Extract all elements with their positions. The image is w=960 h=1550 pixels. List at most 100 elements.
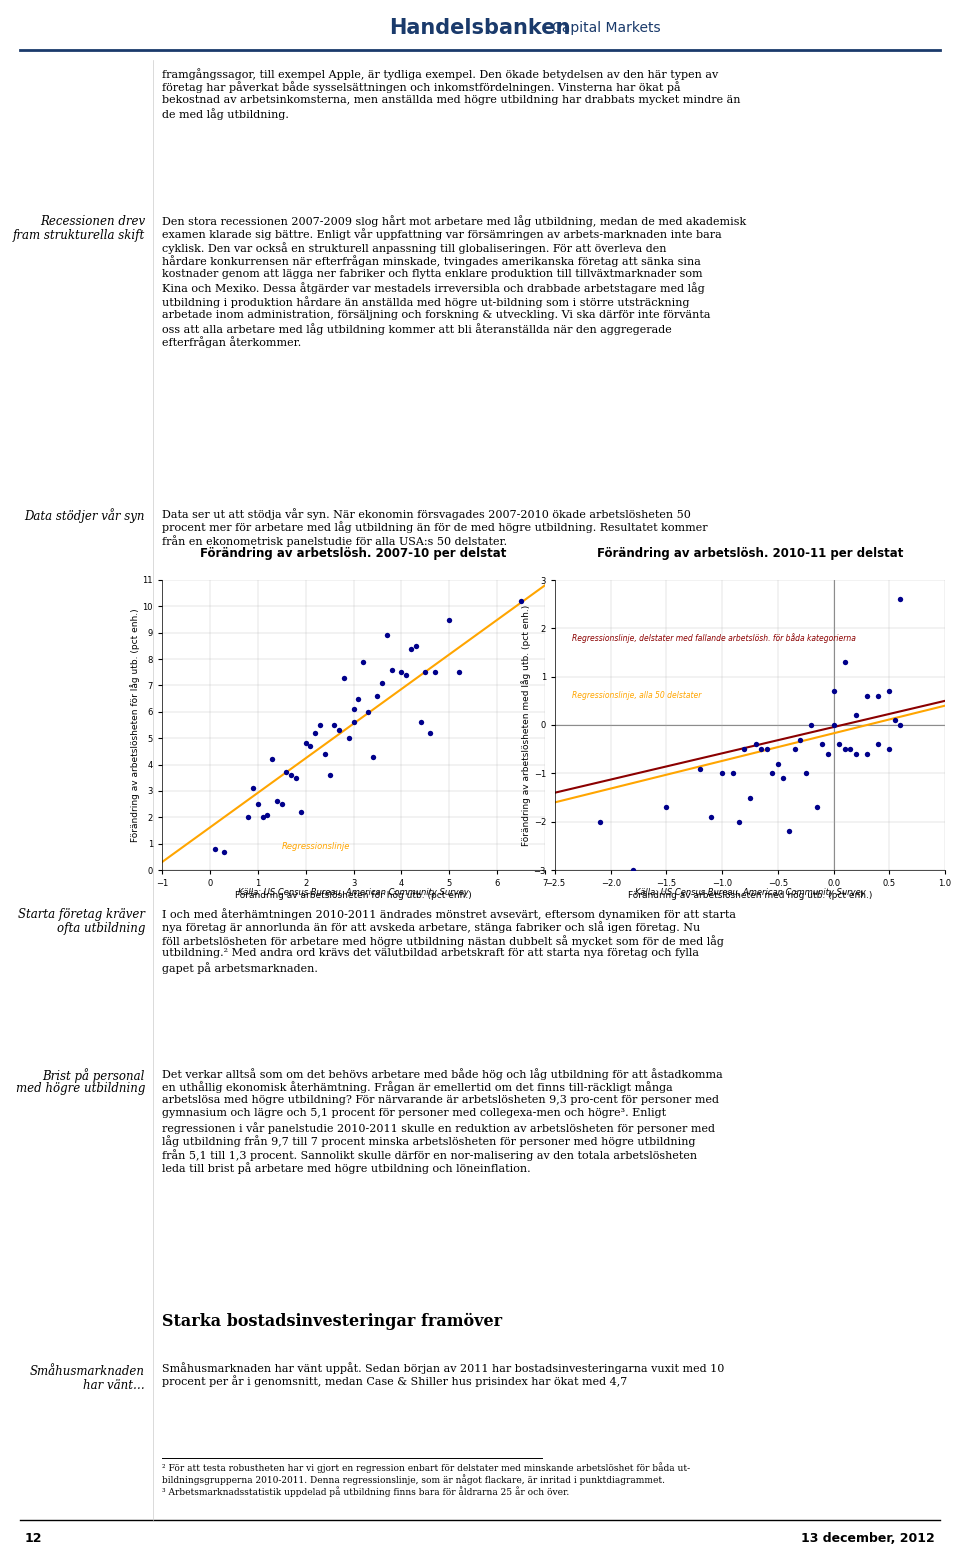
Point <box>881 736 897 761</box>
Text: ² För att testa robustheten har vi gjort en regression enbart för delstater med : ² För att testa robustheten har vi gjort… <box>162 1462 690 1472</box>
Text: Handelsbanken: Handelsbanken <box>390 19 570 39</box>
Point <box>714 761 730 786</box>
Text: utbildning.² Med andra ord krävs det välutbildad arbetskraft för att starta nya : utbildning.² Med andra ord krävs det väl… <box>162 949 699 958</box>
Text: framgångssagor, till exempel Apple, är tydliga exempel. Den ökade betydelsen av : framgångssagor, till exempel Apple, är t… <box>162 68 718 81</box>
Point <box>837 649 852 674</box>
Text: kostnader genom att lägga ner fabriker och flytta enklare produktion till tillvä: kostnader genom att lägga ner fabriker o… <box>162 270 703 279</box>
Point <box>809 795 825 820</box>
Point <box>322 763 337 787</box>
Point <box>871 732 886 756</box>
Point <box>893 587 908 612</box>
Text: examen klarade sig bättre. Enligt vår uppfattning var försämringen av arbets-mar: examen klarade sig bättre. Enligt vår up… <box>162 228 722 240</box>
Point <box>781 818 797 843</box>
Text: Förändring av arbetslösh. 2010-11 per delstat: Förändring av arbetslösh. 2010-11 per de… <box>597 547 903 560</box>
Text: Capital Markets: Capital Markets <box>552 22 660 36</box>
Point <box>704 804 719 829</box>
Text: ³ Arbetsmarknadsstatistik uppdelad på utbildning finns bara för åldrarna 25 år o: ³ Arbetsmarknadsstatistik uppdelad på ut… <box>162 1486 569 1497</box>
Point <box>625 857 640 882</box>
Point <box>288 766 303 791</box>
Y-axis label: Förändring av arbetslösheten med låg utb. (pct enh.): Förändring av arbetslösheten med låg utb… <box>521 604 531 846</box>
Text: har vänt…: har vänt… <box>84 1380 145 1392</box>
Point <box>246 777 261 801</box>
Point <box>859 741 875 766</box>
Text: en uthållig ekonomisk återhämtning. Frågan är emellertid om det finns till-räckl: en uthållig ekonomisk återhämtning. Fråg… <box>162 1082 673 1093</box>
Point <box>736 736 752 761</box>
Text: föll arbetslösheten för arbetare med högre utbildning nästan dubbelt så mycket s: föll arbetslösheten för arbetare med hög… <box>162 935 724 947</box>
Text: Starka bostadsinvesteringar framöver: Starka bostadsinvesteringar framöver <box>162 1313 502 1330</box>
Point <box>826 713 841 738</box>
Text: fram strukturella skift: fram strukturella skift <box>12 229 145 242</box>
Point <box>849 704 864 728</box>
Point <box>843 736 858 761</box>
Text: bildningsgrupperna 2010-2011. Denna regressionslinje, som är något flackare, är : bildningsgrupperna 2010-2011. Denna regr… <box>162 1474 665 1485</box>
Point <box>881 679 897 704</box>
Point <box>259 803 275 828</box>
Point <box>742 786 757 811</box>
Point <box>307 721 323 746</box>
X-axis label: Förändring av arbetslösheten med hög utb. (pct enh.): Förändring av arbetslösheten med hög utb… <box>628 891 873 901</box>
Point <box>826 679 841 704</box>
Text: regressionen i vår panelstudie 2010-2011 skulle en reduktion av arbetslösheten f: regressionen i vår panelstudie 2010-2011… <box>162 1122 715 1135</box>
Point <box>241 804 256 829</box>
Point <box>422 721 438 746</box>
Point <box>379 623 395 648</box>
Text: 12: 12 <box>25 1531 42 1544</box>
Point <box>748 732 763 756</box>
Point <box>365 744 380 769</box>
Text: Data stödjer vår syn: Data stödjer vår syn <box>25 508 145 522</box>
Point <box>370 684 385 708</box>
Text: från 5,1 till 1,3 procent. Sannolikt skulle därför en nor-malisering av den tota: från 5,1 till 1,3 procent. Sannolikt sku… <box>162 1149 697 1161</box>
Text: bekostnad av arbetsinkomsterna, men anställda med högre utbildning har drabbats : bekostnad av arbetsinkomsterna, men anst… <box>162 95 740 105</box>
Point <box>298 732 313 756</box>
Point <box>207 837 223 862</box>
Point <box>302 733 318 758</box>
Point <box>592 809 608 834</box>
Point <box>427 660 443 685</box>
Point <box>770 752 785 777</box>
Point <box>293 800 308 825</box>
Y-axis label: Förändring av arbetslösheten för låg utb. (pct enh.): Förändring av arbetslösheten för låg utb… <box>130 608 140 842</box>
Point <box>776 766 791 791</box>
Point <box>692 756 708 781</box>
Point <box>317 741 332 766</box>
Text: ofta utbildning: ofta utbildning <box>57 922 145 935</box>
Point <box>418 660 433 685</box>
Text: oss att alla arbetare med låg utbildning kommer att bli återanställda när den ag: oss att alla arbetare med låg utbildning… <box>162 322 672 335</box>
Text: procent per år i genomsnitt, medan Case & Shiller hus prisindex har ökat med 4,7: procent per år i genomsnitt, medan Case … <box>162 1375 627 1387</box>
Point <box>278 760 294 784</box>
Point <box>360 699 375 724</box>
Point <box>792 727 807 752</box>
Text: cyklisk. Den var också en strukturell anpassning till globaliseringen. För att ö: cyklisk. Den var också en strukturell an… <box>162 242 666 254</box>
Point <box>514 589 529 614</box>
Text: Förändring av arbetslösh. 2007-10 per delstat: Förändring av arbetslösh. 2007-10 per de… <box>201 547 507 560</box>
Point <box>326 713 342 738</box>
Point <box>804 713 819 738</box>
Point <box>413 710 428 735</box>
Text: utbildning i produktion hårdare än anställda med högre ut-bildning som i större : utbildning i produktion hårdare än anstä… <box>162 296 689 308</box>
Point <box>887 708 902 733</box>
Text: Regressionslinje: Regressionslinje <box>281 842 350 851</box>
Text: nya företag är annorlunda än för att avskeda arbetare, stänga fabriker och slå i: nya företag är annorlunda än för att avs… <box>162 922 700 933</box>
Text: leda till brist på arbetare med högre utbildning och löneinflation.: leda till brist på arbetare med högre ut… <box>162 1162 531 1175</box>
Text: Källa: US Census Bureau, American Community Survey: Källa: US Census Bureau, American Commun… <box>238 888 468 897</box>
Text: Den stora recessionen 2007-2009 slog hårt mot arbetare med låg utbildning, medan: Den stora recessionen 2007-2009 slog hår… <box>162 215 746 226</box>
Point <box>341 725 356 750</box>
Text: gymnasium och lägre och 5,1 procent för personer med collegexa-men och högre³. E: gymnasium och lägre och 5,1 procent för … <box>162 1108 666 1119</box>
Point <box>681 862 696 887</box>
Point <box>849 741 864 766</box>
Text: gapet på arbetsmarknaden.: gapet på arbetsmarknaden. <box>162 963 318 973</box>
Point <box>264 747 279 772</box>
Point <box>837 736 852 761</box>
Point <box>346 698 361 722</box>
Point <box>331 718 347 742</box>
X-axis label: Förändring av arbetslösheten för hög utb. (pct enh.): Förändring av arbetslösheten för hög utb… <box>235 891 472 901</box>
Point <box>394 660 409 685</box>
Text: med högre utbildning: med högre utbildning <box>15 1082 145 1094</box>
Point <box>250 792 265 817</box>
Text: låg utbildning från 9,7 till 7 procent minska arbetslösheten för personer med hö: låg utbildning från 9,7 till 7 procent m… <box>162 1136 695 1147</box>
Text: efterfrågan återkommer.: efterfrågan återkommer. <box>162 336 301 349</box>
Point <box>346 710 361 735</box>
Text: hårdare konkurrensen när efterfrågan minskade, tvingades amerikanska företag att: hårdare konkurrensen när efterfrågan min… <box>162 256 701 267</box>
Point <box>274 792 289 817</box>
Text: Recessionen drev: Recessionen drev <box>40 215 145 228</box>
